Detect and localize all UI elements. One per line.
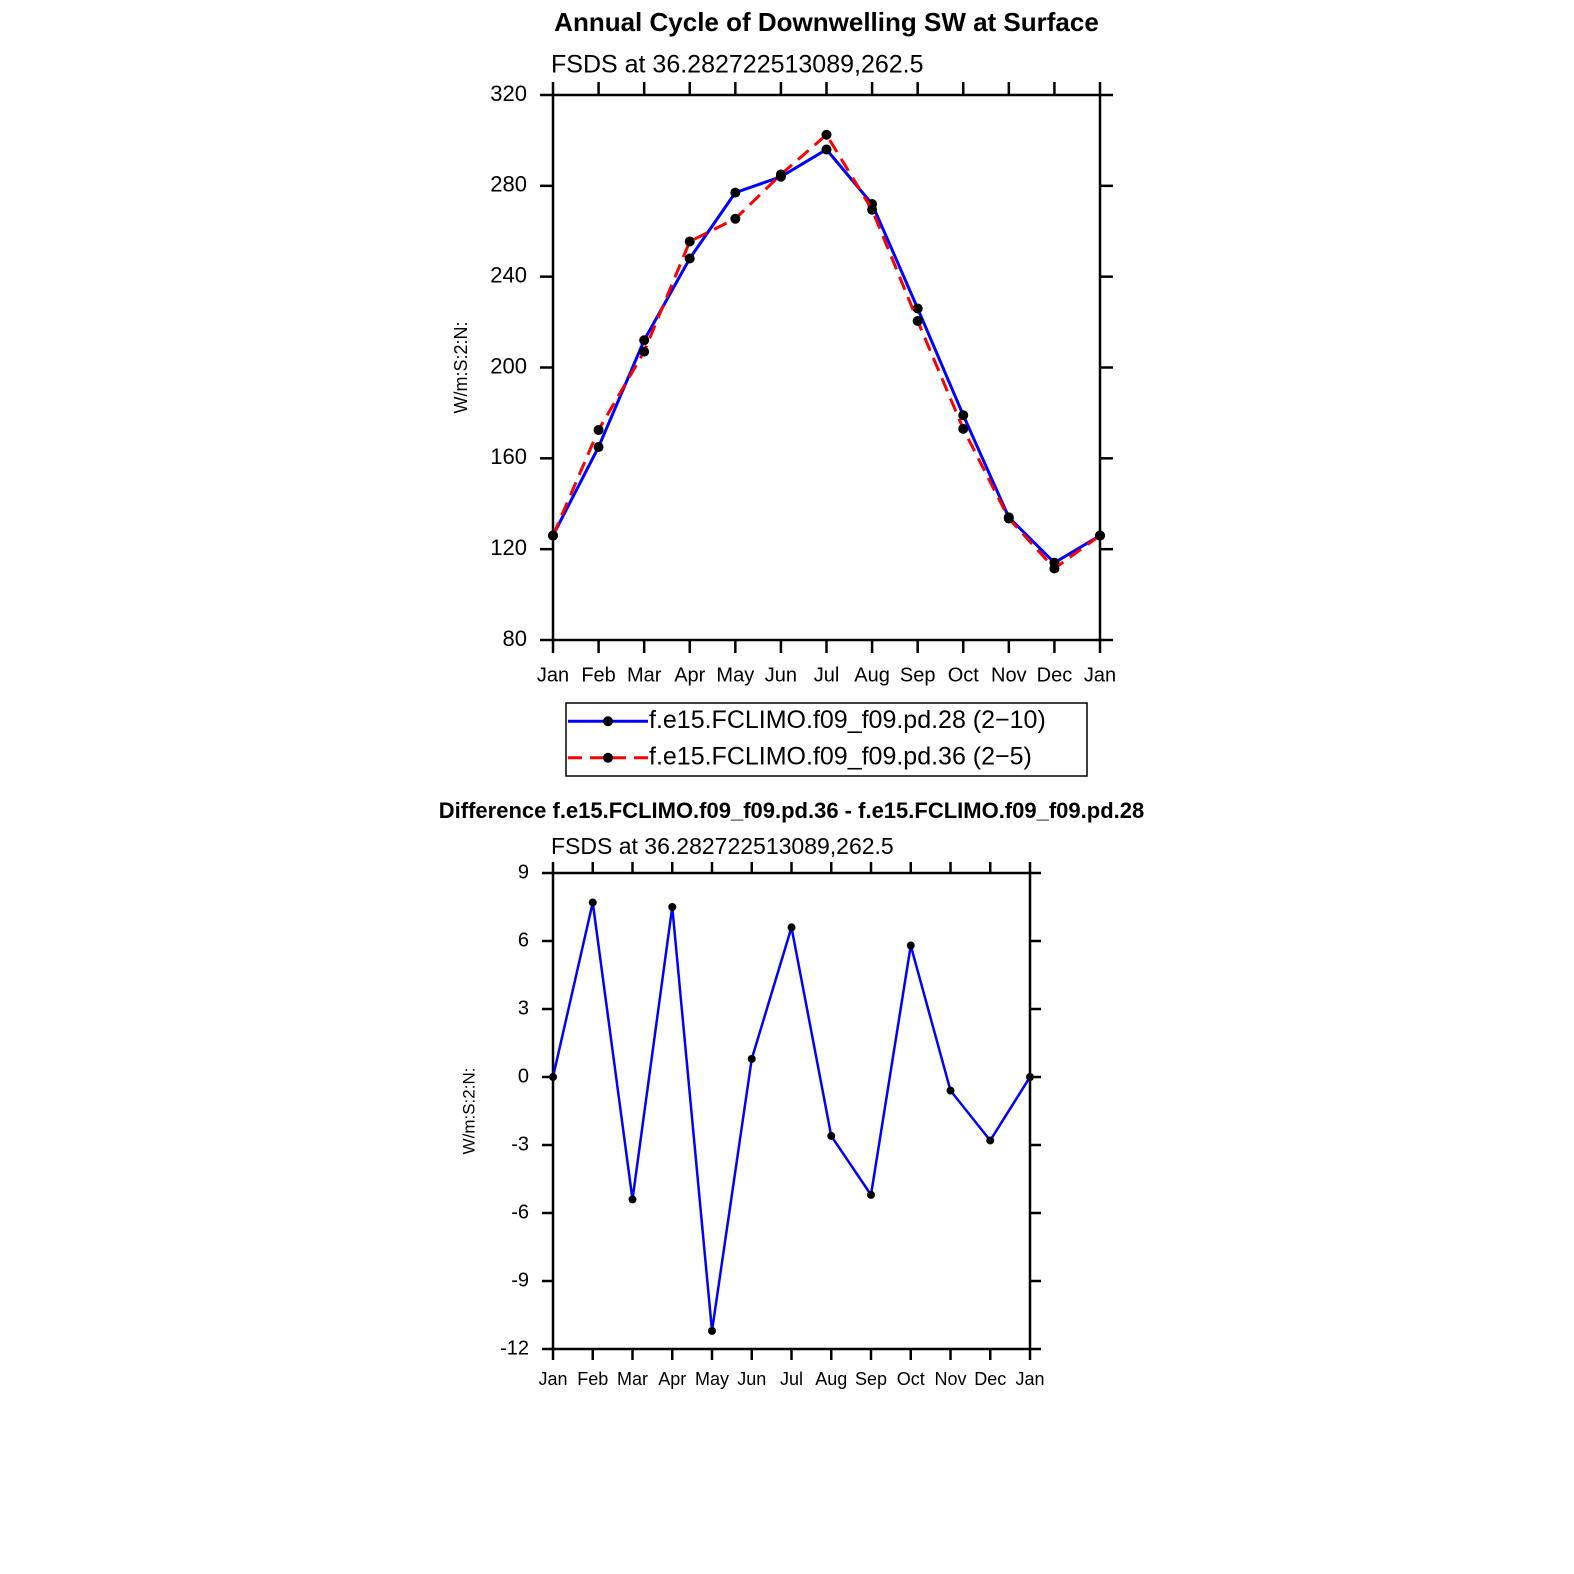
y-tick-label: 3 xyxy=(518,997,529,1019)
data-point xyxy=(1003,513,1014,524)
y-tick-label: 280 xyxy=(490,172,527,197)
x-tick-label: Dec xyxy=(1037,664,1073,686)
x-tick-label: May xyxy=(716,664,754,686)
x-tick-label: Mar xyxy=(617,1369,648,1389)
data-point xyxy=(958,423,969,434)
x-tick-label: Aug xyxy=(854,664,890,686)
y-tick-label: 6 xyxy=(518,929,529,951)
y-axis-label: W/m:S:2:N: xyxy=(459,1068,478,1155)
x-tick-label: Sep xyxy=(855,1369,887,1389)
data-point xyxy=(821,129,832,140)
y-tick-label: 160 xyxy=(490,444,527,469)
data-line xyxy=(551,132,1101,571)
data-point xyxy=(747,1054,756,1063)
legend-marker xyxy=(603,716,613,727)
data-point xyxy=(867,1190,875,1199)
x-tick-label: Jan xyxy=(1084,664,1116,686)
y-tick-label: -9 xyxy=(511,1269,529,1291)
x-tick-label: Jul xyxy=(814,664,840,686)
y-tick-label: 9 xyxy=(518,861,529,883)
y-tick-label: 80 xyxy=(503,626,527,651)
x-tick-label: Jan xyxy=(1015,1369,1044,1389)
x-tick-label: Oct xyxy=(948,664,980,686)
x-tick-label: Jan xyxy=(537,664,569,686)
y-tick-label: 240 xyxy=(490,262,527,287)
data-point xyxy=(628,1195,637,1204)
y-tick-label: 120 xyxy=(490,535,527,560)
x-tick-label: Jun xyxy=(737,1369,766,1389)
x-tick-label: May xyxy=(695,1369,729,1389)
data-line xyxy=(551,147,1101,565)
x-tick-label: Nov xyxy=(934,1369,966,1389)
data-point xyxy=(730,213,741,224)
x-tick-label: Jan xyxy=(538,1369,567,1389)
data-point xyxy=(548,530,558,541)
chart-title: Difference f.e15.FCLIMO.f09_f09.pd.36 - … xyxy=(439,798,1144,823)
x-tick-label: Oct xyxy=(897,1369,925,1389)
chart-title: Annual Cycle of Downwelling SW at Surfac… xyxy=(554,7,1099,37)
legend-label: f.e15.FCLIMO.f09_f09.pd.36 (2−5) xyxy=(649,742,1032,770)
legend-box xyxy=(565,702,1088,777)
data-point xyxy=(639,346,650,357)
data-point xyxy=(912,315,923,326)
legend-label: f.e15.FCLIMO.f09_f09.pd.28 (2−10) xyxy=(649,706,1046,734)
y-tick-label: -6 xyxy=(511,1201,529,1223)
data-point xyxy=(827,1131,836,1140)
chart-subtitle: FSDS at 36.282722513089,262.5 xyxy=(551,833,894,859)
x-tick-label: Nov xyxy=(991,664,1027,686)
x-tick-label: Feb xyxy=(581,664,615,686)
data-point xyxy=(708,1326,716,1335)
data-point xyxy=(1049,563,1060,574)
data-point xyxy=(549,1073,557,1081)
data-point xyxy=(821,144,832,155)
data-point xyxy=(867,204,878,215)
y-axis-label: W/m:S:2:N: xyxy=(451,321,471,413)
data-point xyxy=(775,169,786,180)
data-point xyxy=(912,303,923,314)
plot-frame xyxy=(551,871,1032,1351)
x-tick-label: Feb xyxy=(577,1369,608,1389)
data-point xyxy=(958,410,969,421)
data-point xyxy=(906,941,915,950)
x-tick-label: Apr xyxy=(658,1369,686,1389)
data-point xyxy=(986,1136,995,1145)
x-tick-label: Aug xyxy=(815,1369,847,1389)
y-tick-label: 200 xyxy=(490,353,527,378)
data-point xyxy=(1026,1073,1034,1081)
data-point xyxy=(593,441,604,452)
data-point xyxy=(668,903,677,911)
chart-subtitle: FSDS at 36.282722513089,262.5 xyxy=(551,51,924,79)
data-point xyxy=(588,898,597,907)
x-tick-label: Mar xyxy=(627,664,662,686)
data-point xyxy=(684,253,695,264)
y-tick-label: 320 xyxy=(490,81,527,106)
data-point xyxy=(593,424,604,435)
data-point xyxy=(787,923,796,932)
data-point xyxy=(639,335,650,346)
data-point xyxy=(946,1086,955,1095)
x-tick-label: Jul xyxy=(780,1369,803,1389)
y-tick-label: -3 xyxy=(511,1133,529,1155)
x-tick-label: Jun xyxy=(765,664,797,686)
x-tick-label: Apr xyxy=(674,664,705,686)
x-tick-label: Sep xyxy=(900,664,936,686)
y-tick-label: -12 xyxy=(500,1337,529,1359)
legend-marker xyxy=(603,752,613,763)
data-point xyxy=(684,236,695,247)
y-tick-label: 0 xyxy=(518,1065,529,1087)
data-point xyxy=(730,187,741,198)
x-tick-label: Dec xyxy=(974,1369,1006,1389)
data-point xyxy=(1095,530,1105,541)
data-line xyxy=(551,902,1032,1332)
